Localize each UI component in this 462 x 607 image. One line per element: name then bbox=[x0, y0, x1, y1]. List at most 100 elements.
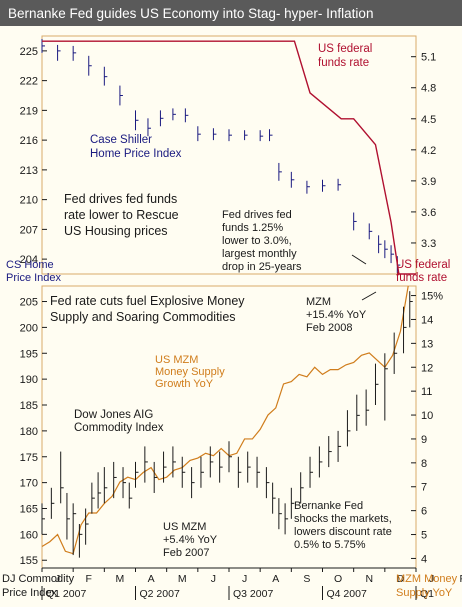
chart-title: Bernanke Fed guides US Economy into Stag… bbox=[8, 6, 373, 21]
bottom-right-tick-label: 4 bbox=[421, 553, 427, 565]
x-month-label: M bbox=[178, 573, 187, 585]
title-bar bbox=[0, 0, 462, 26]
mzm-feb2008-annotation-line-3: Feb 2008 bbox=[306, 322, 352, 334]
bottom-left-tick-label: 195 bbox=[20, 348, 38, 360]
fed-rate-series-label-line-1: US federal bbox=[318, 43, 372, 55]
mzm-series-label-line-2: Money Supply bbox=[155, 366, 225, 378]
bottom-left-tick-label: 200 bbox=[20, 322, 38, 334]
bottom-right-tick-label: 8 bbox=[421, 458, 427, 470]
top-left-tick-label: 216 bbox=[20, 135, 38, 147]
bottom-right-tick-label: 11 bbox=[421, 386, 432, 398]
bottom-left-tick-label: 185 bbox=[20, 400, 38, 412]
x-month-label: J bbox=[242, 573, 247, 585]
x-quarter-label: Q1 2007 bbox=[46, 588, 86, 600]
x-month-label: J bbox=[55, 573, 60, 585]
top-right-tick-label: 3.9 bbox=[421, 176, 436, 188]
top-left-tick-label: 222 bbox=[20, 76, 38, 88]
top-left-tick-label: 213 bbox=[20, 165, 38, 177]
top-axis-ticks: 204 207 210 213 216 219 222 225 3.3 3.6 3.9 4.2 4.5 4… bbox=[20, 46, 437, 266]
bottom-left-tick-label: 160 bbox=[20, 529, 38, 541]
mzm-feb2007-annotation-line-3: Feb 2007 bbox=[163, 547, 209, 559]
rescue-annotation-line-2: rate lower to Rescue bbox=[64, 208, 179, 222]
commodity-series-label-line-1: Dow Jones AIG bbox=[74, 409, 153, 421]
bottom-left-tick-label: 190 bbox=[20, 374, 38, 386]
x-month-label: N bbox=[365, 573, 373, 585]
discount-rate-annotation-line-4: 0.5% to 5.75% bbox=[294, 539, 366, 551]
top-series bbox=[41, 38, 416, 275]
bottom-right-axis-label-line-2: Supply YoY bbox=[396, 587, 453, 599]
top-right-tick-label: 3.6 bbox=[421, 207, 436, 219]
x-month-label: A bbox=[272, 573, 279, 585]
bottom-left-tick-label: 205 bbox=[20, 297, 38, 309]
x-month-label: J bbox=[429, 573, 434, 585]
bottom-left-tick-label: 180 bbox=[20, 426, 38, 438]
x-month-label: A bbox=[148, 573, 155, 585]
rate-drop-annotation-line-4: largest monthly bbox=[222, 248, 297, 260]
x-month-label: M bbox=[116, 573, 125, 585]
bottom-right-tick-label: 6 bbox=[421, 506, 427, 518]
discount-rate-annotation-line-2: shocks the markets, bbox=[294, 513, 392, 525]
mzm-feb2007-annotation-line-2: +5.4% YoY bbox=[163, 534, 218, 546]
bottom-right-tick-label: 5 bbox=[421, 530, 427, 542]
top-right-tick-label: 4.5 bbox=[421, 114, 436, 126]
bottom-left-axis-label-line-1: DJ Commodity bbox=[2, 573, 75, 585]
mzm-series-label-line-1: US MZM bbox=[155, 354, 198, 366]
fed-rate-series-label-line-2: funds rate bbox=[318, 57, 369, 69]
top-left-axis-label-line-1: CS Home bbox=[6, 259, 54, 271]
x-quarter-label: Q1 bbox=[420, 588, 434, 600]
mzm-feb2007-annotation-line-1: US MZM bbox=[163, 521, 206, 533]
top-right-tick-label: 4.2 bbox=[421, 145, 436, 157]
bottom-right-tick-label: 10 bbox=[421, 410, 433, 422]
x-quarter-label: Q4 2007 bbox=[327, 588, 367, 600]
top-left-axis-label-line-2: Price Index bbox=[6, 272, 62, 284]
case-shiller-label-line-2: Home Price Index bbox=[90, 148, 182, 160]
x-quarter-label: Q3 2007 bbox=[233, 588, 273, 600]
mzm-feb2008-annotation-line-2: +15.4% YoY bbox=[306, 309, 367, 321]
discount-rate-annotation-line-3: lowers discount rate bbox=[294, 526, 392, 538]
commodity-series-label-line-2: Commodity Index bbox=[74, 422, 164, 434]
top-right-tick-label: 4.8 bbox=[421, 83, 436, 95]
top-right-tick-label: 5.1 bbox=[421, 52, 436, 64]
rate-drop-annotation-line-1: Fed drives fed bbox=[222, 209, 292, 221]
x-quarter-label: Q2 2007 bbox=[140, 588, 180, 600]
top-left-tick-label: 210 bbox=[20, 195, 38, 207]
x-month-label: S bbox=[303, 573, 310, 585]
rate-drop-pointer bbox=[351, 254, 367, 265]
bottom-axis-ticks: 155 160 165 170 175 180 185 190 195 200 205 4 5 6 7 8 9 1… bbox=[20, 291, 444, 568]
x-month-label: O bbox=[334, 573, 342, 585]
bottom-right-tick-label: 13 bbox=[421, 338, 433, 350]
x-month-label: F bbox=[86, 573, 92, 585]
x-month-label: J bbox=[211, 573, 216, 585]
x-month-label: D bbox=[397, 573, 405, 585]
mzm-feb2008-annotation-line-1: MZM bbox=[306, 296, 331, 308]
top-right-tick-label: 3.3 bbox=[421, 238, 436, 250]
bottom-right-tick-label: 7 bbox=[421, 482, 427, 494]
bottom-left-tick-label: 170 bbox=[20, 478, 38, 490]
rescue-annotation-line-1: Fed drives fed funds bbox=[64, 192, 177, 206]
bottom-headline-line-2: Supply and Soaring Commodities bbox=[50, 310, 236, 324]
bottom-headline-line-1: Fed rate cuts fuel Explosive Money bbox=[50, 294, 245, 308]
x-month-label: F bbox=[460, 573, 462, 585]
top-right-axis-label-line-1: US federal bbox=[396, 259, 450, 271]
mzm-series-label-line-3: Growth YoY bbox=[155, 378, 214, 390]
rate-drop-annotation-line-2: funds 1.25% bbox=[222, 222, 283, 234]
bottom-left-axis-label-line-2: Price Index bbox=[2, 587, 58, 599]
top-plot-frame bbox=[41, 35, 417, 275]
bottom-right-tick-label: 15% bbox=[421, 291, 443, 303]
fed-funds-rate-line bbox=[42, 40, 416, 275]
bottom-right-tick-label: 9 bbox=[421, 434, 427, 446]
top-left-tick-label: 204 bbox=[20, 254, 38, 266]
bottom-left-tick-label: 175 bbox=[20, 452, 38, 464]
top-left-tick-label: 207 bbox=[20, 224, 38, 236]
rescue-annotation-line-3: US Housing prices bbox=[64, 224, 168, 238]
bottom-right-tick-label: 14 bbox=[421, 314, 433, 326]
top-right-axis-label-line-2: funds rate bbox=[396, 272, 447, 284]
bottom-left-tick-label: 165 bbox=[20, 503, 38, 515]
bottom-right-tick-label: 12 bbox=[421, 362, 433, 374]
mzm-feb2008-pointer bbox=[361, 291, 377, 301]
bottom-left-tick-label: 155 bbox=[20, 555, 38, 567]
